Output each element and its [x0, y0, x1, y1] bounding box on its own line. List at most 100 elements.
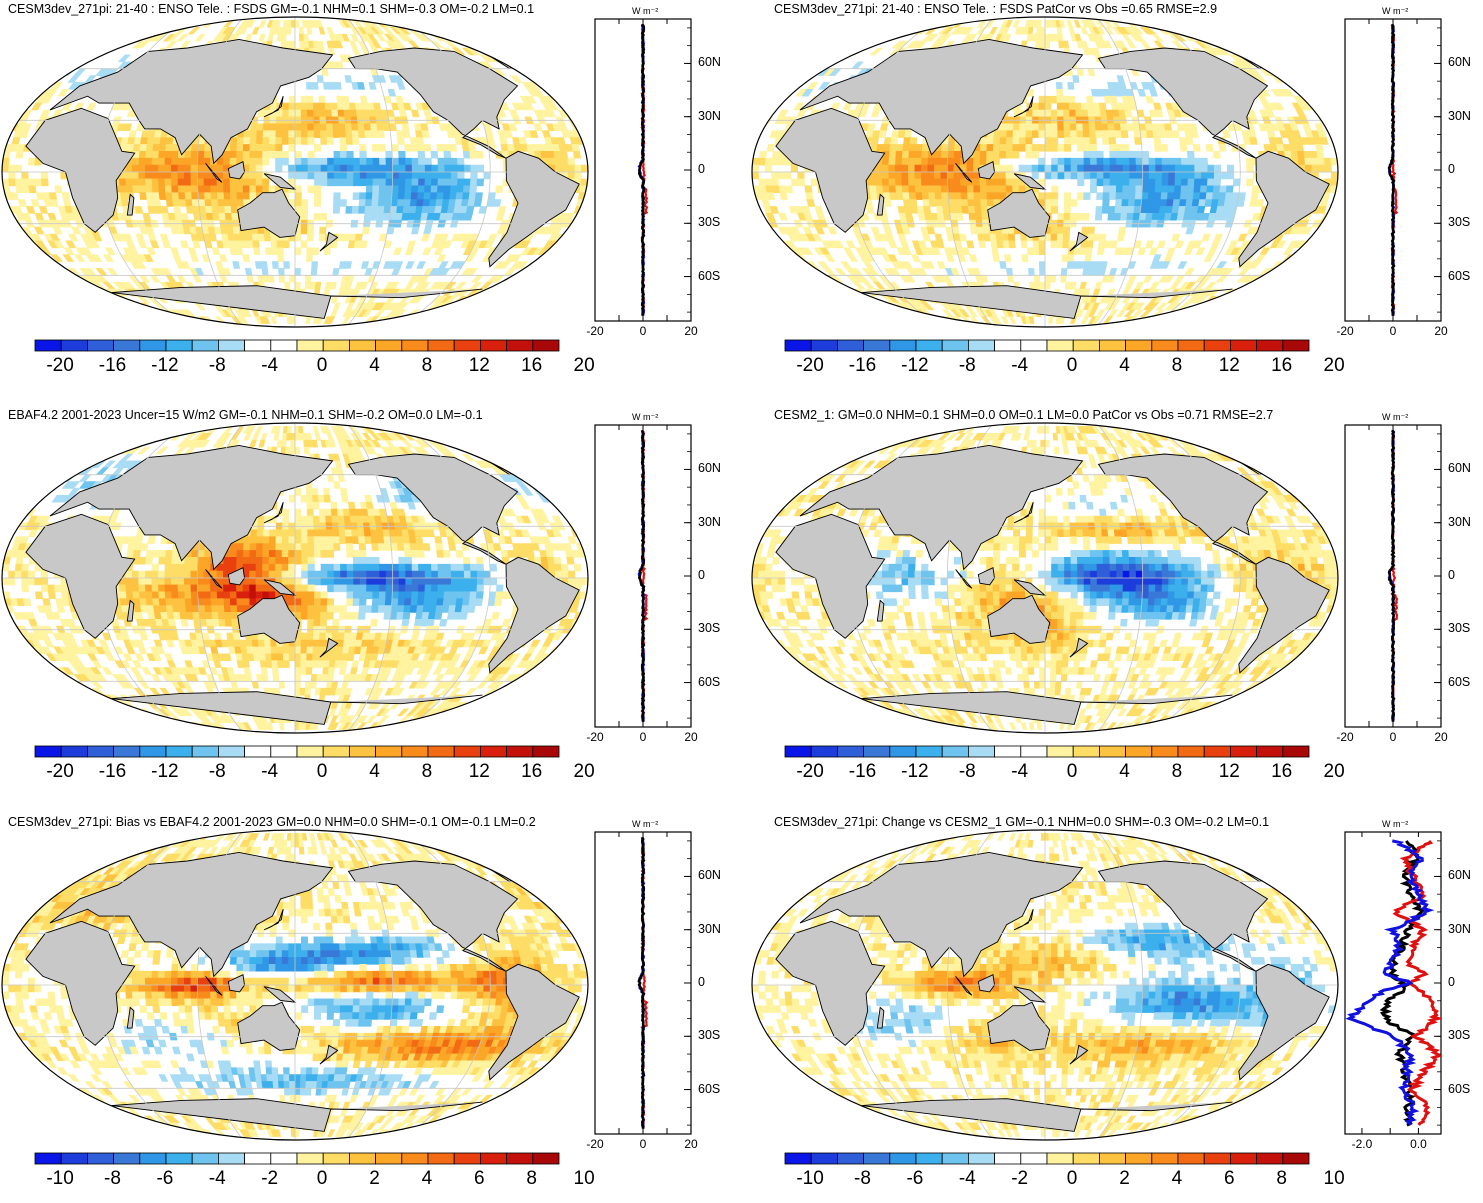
- latitude-label: 60N: [1448, 868, 1471, 882]
- latitude-label: 30N: [1448, 515, 1471, 529]
- colorbar-label: -20: [796, 355, 823, 377]
- colorbar-box: [890, 340, 916, 351]
- panel-bottom-right: CESM3dev_271pi: Change vs CESM2_1 GM=-0.…: [750, 813, 1483, 1203]
- colorbar-box: [428, 1153, 454, 1164]
- colorbar-box: [916, 340, 942, 351]
- profile-x-tick: 20: [1434, 730, 1447, 744]
- colorbar-box: [1126, 746, 1152, 757]
- colorbar-box: [140, 746, 166, 757]
- colorbar-box: [1021, 340, 1047, 351]
- map-mid-right: [750, 420, 1340, 734]
- colorbar-box: [245, 746, 271, 757]
- map-top-right: [750, 14, 1340, 328]
- colorbar-box: [864, 340, 890, 351]
- colorbar-label: 0: [1067, 761, 1078, 783]
- colorbar-box: [1283, 746, 1309, 757]
- colorbar-label: -8: [209, 761, 226, 783]
- colorbar-box: [87, 340, 113, 351]
- colorbar-label: 20: [1324, 355, 1345, 377]
- profile-x-tick: 20: [1434, 324, 1447, 338]
- colorbar-box: [245, 1153, 271, 1164]
- map-mid-left: [0, 420, 590, 734]
- colorbar-box: [166, 746, 192, 757]
- colorbar-box: [140, 1153, 166, 1164]
- latitude-label: 30N: [1448, 922, 1471, 936]
- colorbar-box: [480, 1153, 506, 1164]
- profile-x-tick: -20: [1336, 324, 1353, 338]
- colorbar-box: [1152, 746, 1178, 757]
- profile-unit: W m⁻²: [632, 412, 658, 423]
- colorbar-label: -16: [99, 355, 126, 377]
- colorbar-box: [1047, 746, 1073, 757]
- colorbar-box: [1126, 340, 1152, 351]
- colorbar-label: 4: [369, 761, 380, 783]
- colorbar-box: [1047, 340, 1073, 351]
- colorbar-box: [864, 746, 890, 757]
- zonal-mean-profile: [1344, 831, 1442, 1143]
- profile-x-tick: 0: [1390, 730, 1397, 744]
- colorbar-box: [1073, 340, 1099, 351]
- colorbar-box: [1204, 340, 1230, 351]
- latitude-label: 30N: [698, 515, 721, 529]
- colorbar: [784, 339, 1310, 353]
- colorbar-box: [87, 1153, 113, 1164]
- colorbar-box: [1099, 746, 1125, 757]
- colorbar-box: [942, 1153, 968, 1164]
- colorbar-box: [995, 340, 1021, 351]
- colorbar-box: [1257, 746, 1283, 757]
- colorbar-box: [864, 1153, 890, 1164]
- colorbar-box: [1204, 746, 1230, 757]
- colorbar-box: [837, 340, 863, 351]
- colorbar-box: [890, 1153, 916, 1164]
- colorbar-box: [1047, 1153, 1073, 1164]
- panel-top-right: CESM3dev_271pi: 21-40 : ENSO Tele. : FSD…: [750, 0, 1483, 390]
- profile-x-tick: 0.0: [1410, 1137, 1427, 1151]
- colorbar-box: [890, 746, 916, 757]
- colorbar-box: [507, 746, 533, 757]
- profile-x-tick: -20: [586, 1137, 603, 1151]
- colorbar-label: -12: [901, 355, 928, 377]
- colorbar-box: [1073, 746, 1099, 757]
- map-top-left: [0, 14, 590, 328]
- latitude-label: 60N: [698, 461, 721, 475]
- colorbar-box: [916, 746, 942, 757]
- colorbar-box: [968, 340, 994, 351]
- latitude-label: 60N: [698, 55, 721, 69]
- colorbar: [34, 339, 560, 353]
- colorbar-label: 12: [1219, 761, 1240, 783]
- colorbar-label: 0: [317, 355, 328, 377]
- colorbar-box: [192, 746, 218, 757]
- colorbar-box: [87, 746, 113, 757]
- colorbar-label: -8: [959, 761, 976, 783]
- latitude-label: 30S: [698, 215, 720, 229]
- colorbar-label: 0: [1067, 355, 1078, 377]
- colorbar-box: [297, 1153, 323, 1164]
- colorbar-box: [402, 746, 428, 757]
- colorbar-box: [837, 1153, 863, 1164]
- colorbar-box: [942, 340, 968, 351]
- latitude-label: 30N: [698, 109, 721, 123]
- profile-unit: W m⁻²: [1382, 819, 1408, 830]
- colorbar-box: [428, 746, 454, 757]
- colorbar-box: [454, 746, 480, 757]
- profile-x-tick: 20: [684, 730, 697, 744]
- latitude-label: 0: [1448, 162, 1455, 176]
- latitude-label: 0: [698, 568, 705, 582]
- colorbar-box: [811, 340, 837, 351]
- profile-x-tick: -20: [586, 730, 603, 744]
- latitude-label: 30S: [1448, 1028, 1470, 1042]
- colorbar-box: [1099, 1153, 1125, 1164]
- colorbar-box: [1152, 340, 1178, 351]
- colorbar-box: [1178, 340, 1204, 351]
- latitude-label: 0: [698, 162, 705, 176]
- colorbar-label: -20: [46, 761, 73, 783]
- colorbar-box: [35, 746, 61, 757]
- latitude-label: 30S: [1448, 621, 1470, 635]
- profile-unit: W m⁻²: [1382, 6, 1408, 17]
- colorbar-label: 16: [521, 355, 542, 377]
- colorbar-box: [271, 340, 297, 351]
- colorbar-box: [376, 746, 402, 757]
- colorbar: [784, 745, 1310, 759]
- profile-x-tick: -2.0: [1352, 1137, 1373, 1151]
- colorbar-box: [968, 1153, 994, 1164]
